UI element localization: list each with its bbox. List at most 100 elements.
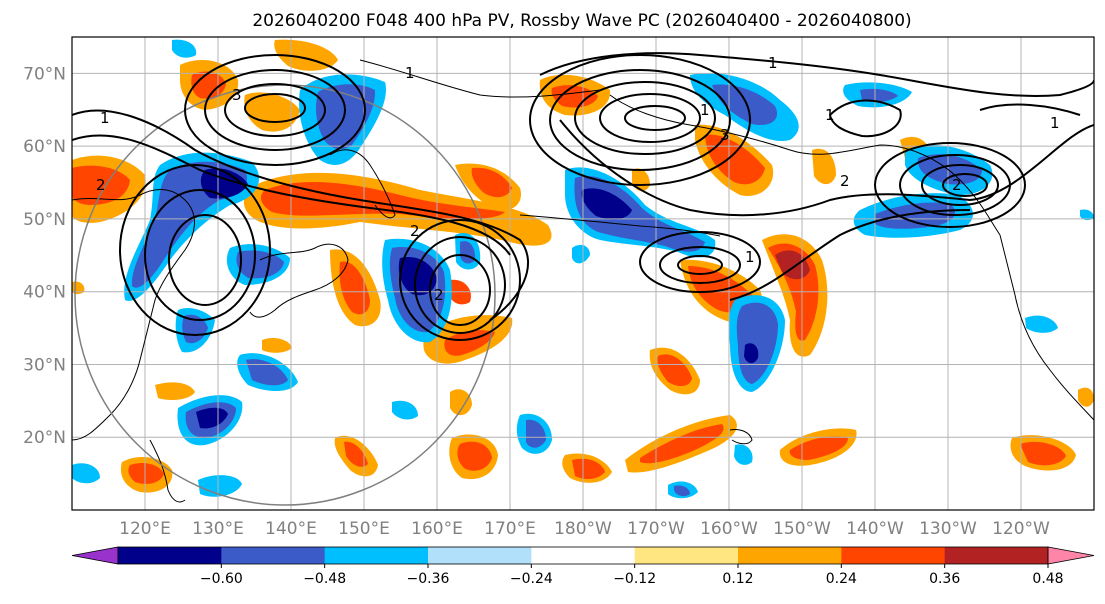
contour — [204, 69, 346, 151]
colorbar-cell — [944, 547, 1049, 564]
contour — [184, 54, 366, 166]
negative-anomaly — [712, 84, 778, 126]
japan-coastline — [249, 243, 349, 318]
contour — [539, 52, 1094, 97]
contour-label: 2 — [96, 176, 106, 194]
negative-anomaly — [246, 359, 288, 386]
colorbar: −0.60 −0.48 −0.36 −0.24 −0.12 0.12 0.24 0.36 0.4… — [71, 546, 1095, 587]
positive-anomaly — [812, 148, 836, 185]
colorbar-cell — [634, 547, 739, 564]
positive-anomaly — [339, 261, 370, 315]
negative-anomaly — [236, 250, 284, 279]
positive-anomaly — [551, 85, 598, 108]
positive-anomaly — [155, 382, 195, 400]
colorbar-tick-label: −0.36 — [407, 571, 450, 587]
negative-anomaly — [172, 39, 197, 58]
longitude-labels: 120°E 130°E 140°E 150°E 160°E 170°E 180°W 170°W… — [119, 519, 1050, 539]
contour-label: 2 — [840, 172, 850, 190]
negative-anomaly — [196, 407, 228, 429]
contour — [224, 83, 326, 137]
colorbar-cell — [428, 547, 532, 564]
latitude-label: 40°N — [23, 283, 66, 303]
negative-anomaly — [1080, 209, 1094, 221]
contour — [979, 103, 1081, 116]
negative-anomaly — [875, 202, 955, 229]
longitude-label: 160°W — [700, 519, 758, 539]
longitude-label: 140°E — [265, 519, 317, 539]
positive-anomaly — [450, 389, 472, 416]
contour — [639, 231, 761, 293]
colorbar-tick-label: 0.24 — [826, 571, 857, 587]
negative-anomaly — [398, 256, 437, 296]
latitude-label: 30°N — [23, 355, 66, 375]
negative-anomaly — [744, 343, 759, 364]
colorbar-tick-label: −0.12 — [613, 571, 656, 587]
contour — [549, 69, 731, 171]
positive-anomaly — [72, 165, 130, 205]
colorbar-cell — [118, 547, 222, 564]
colorbar-extend-low — [71, 546, 119, 565]
map-panel: 1 2 3 1 1 2 3 1 2 1 1 2 2 1 — [72, 37, 1094, 510]
contour — [828, 99, 902, 138]
longitude-label: 140°W — [846, 519, 904, 539]
contour-label: 2 — [434, 286, 444, 304]
latitude-label: 60°N — [23, 137, 66, 157]
negative-anomaly — [736, 302, 778, 384]
contour — [399, 219, 521, 341]
contour — [574, 81, 716, 155]
asia-coastline — [72, 189, 195, 441]
contour — [942, 173, 988, 197]
negative-anomaly — [674, 485, 690, 497]
colorbar-tick-label: −0.60 — [200, 571, 243, 587]
contour-label: 1 — [1050, 114, 1060, 132]
contour — [168, 214, 242, 306]
negative-anomaly — [581, 188, 632, 220]
colorbar-tick-label: −0.48 — [303, 571, 346, 587]
negative-anomaly — [860, 88, 898, 103]
negative-anomaly — [182, 314, 208, 344]
latitude-label: 50°N — [23, 210, 66, 230]
figure-title: 2026040200 F048 400 hPa PV, Rossby Wave … — [252, 11, 911, 31]
colorbar-tick-label: 0.48 — [1032, 571, 1063, 587]
contour — [559, 119, 1094, 217]
negative-anomaly — [72, 463, 100, 484]
map-frame — [71, 36, 1095, 511]
latitude-label: 70°N — [23, 64, 66, 84]
positive-anomaly — [657, 354, 692, 387]
negative-anomaly — [1025, 315, 1058, 333]
colorbar-cell — [531, 547, 636, 564]
contour — [659, 246, 741, 284]
positive-anomaly — [457, 441, 492, 471]
colorbar-extend-high — [1047, 546, 1095, 565]
colorbar-tick-label: 0.36 — [929, 571, 960, 587]
contour — [529, 54, 751, 186]
rossby-wave-contours — [72, 52, 1094, 341]
contour-label: 1 — [700, 101, 710, 119]
negative-anomaly — [316, 84, 376, 150]
contour — [244, 93, 306, 123]
contour-label: 1 — [825, 106, 835, 124]
colorbar-tick-label: 0.12 — [722, 571, 753, 587]
negative-anomaly — [734, 444, 753, 465]
positive-anomaly — [260, 181, 505, 219]
longitude-label: 120°E — [119, 519, 171, 539]
contour-label: 3 — [720, 126, 730, 144]
negative-anomaly — [392, 400, 418, 420]
longitude-label: 130°W — [919, 519, 977, 539]
positive-anomaly — [471, 167, 512, 198]
contour-labels: 1 2 3 1 1 2 3 1 2 1 1 2 2 1 — [96, 54, 1060, 304]
positive-anomaly — [262, 337, 292, 353]
colorbar-tick-label: −0.24 — [510, 571, 553, 587]
negative-anomaly — [572, 244, 590, 264]
philippines-coastline — [149, 439, 186, 503]
longitude-label: 120°W — [992, 519, 1050, 539]
contour — [72, 134, 511, 256]
contour — [72, 109, 530, 321]
longitude-label: 180°W — [554, 519, 612, 539]
contour — [119, 164, 271, 336]
longitude-label: 170°W — [627, 519, 685, 539]
positive-anomaly — [1020, 441, 1066, 466]
longitude-label: 160°E — [411, 519, 463, 539]
contour-label: 1 — [100, 109, 110, 127]
contour — [429, 254, 491, 326]
